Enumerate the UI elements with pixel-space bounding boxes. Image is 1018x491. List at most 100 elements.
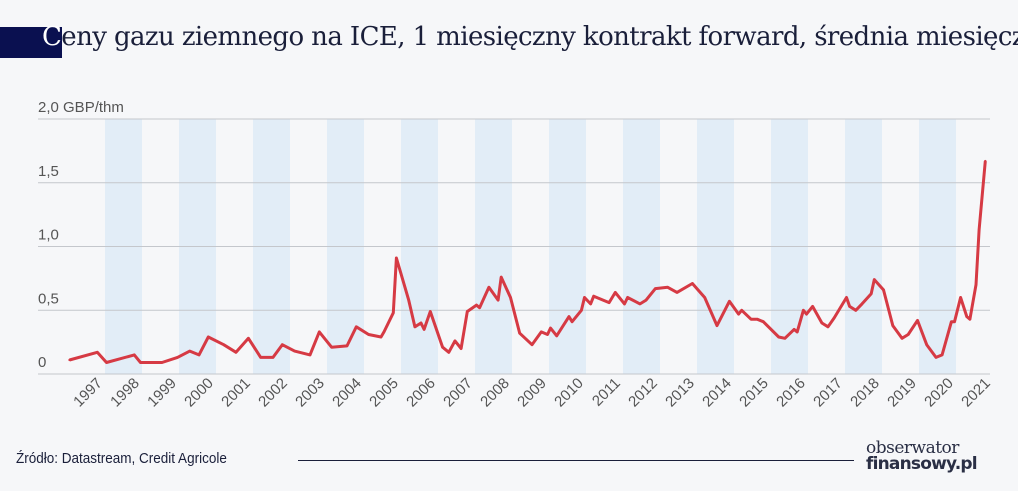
data-point <box>854 309 857 312</box>
data-point <box>478 306 481 309</box>
data-point <box>737 312 740 316</box>
data-point <box>549 326 552 330</box>
data-point <box>570 320 574 323</box>
title-text: eny gazu ziemnego na ICE, 1 miesięczny k… <box>61 22 1018 52</box>
y-tick-label: 0,5 <box>38 290 59 307</box>
data-point <box>860 302 864 306</box>
data-point <box>247 337 250 340</box>
data-point <box>105 361 108 364</box>
data-point <box>392 311 395 314</box>
data-point <box>308 353 312 357</box>
data-point <box>940 353 944 357</box>
data-point <box>638 302 642 306</box>
data-point <box>222 343 225 346</box>
data-point <box>382 330 386 334</box>
data-point <box>546 333 549 336</box>
data-point <box>407 298 410 302</box>
data-point <box>271 356 275 359</box>
data-point <box>614 291 617 294</box>
x-tick-label: 2004 <box>329 375 365 411</box>
data-point <box>654 287 657 290</box>
data-point <box>792 328 796 331</box>
data-point <box>197 353 201 357</box>
data-point <box>429 310 432 313</box>
x-tick-label: 2018 <box>847 375 883 411</box>
data-point <box>762 320 765 323</box>
data-point <box>96 351 99 354</box>
data-point <box>555 334 558 337</box>
data-point <box>133 353 136 357</box>
x-tick-label: 2021 <box>958 375 994 411</box>
x-tick-label: 2001 <box>218 375 254 411</box>
data-point <box>968 317 972 321</box>
data-point <box>580 309 583 312</box>
data-point <box>675 291 679 294</box>
x-tick-label: 2011 <box>589 375 624 410</box>
x-tick-label: 1998 <box>107 375 143 411</box>
data-point <box>833 316 836 320</box>
data-point <box>475 303 478 307</box>
data-point <box>811 305 814 308</box>
data-point <box>441 346 444 349</box>
obserwator-finansowy-logo[interactable]: obserwator finansowy.pl <box>866 440 978 473</box>
data-point <box>395 256 398 260</box>
x-tick-label: 2007 <box>440 375 476 411</box>
data-point <box>826 325 830 329</box>
data-point <box>176 356 179 359</box>
data-point <box>592 295 595 298</box>
data-point <box>845 296 848 299</box>
title-first-letter: C <box>42 22 62 52</box>
x-tick-label: 2006 <box>403 375 439 411</box>
x-tick-label: 2002 <box>255 375 291 411</box>
data-point <box>626 296 629 299</box>
data-point <box>900 337 904 340</box>
footer-divider <box>298 460 854 461</box>
data-point <box>188 349 191 353</box>
data-point <box>977 228 981 232</box>
data-point <box>907 333 910 336</box>
data-point <box>882 288 885 292</box>
data-point <box>796 330 799 334</box>
data-point <box>583 296 586 299</box>
data-point <box>783 337 787 340</box>
x-tick-label: 2014 <box>699 375 735 411</box>
data-point <box>487 286 491 289</box>
data-point <box>139 361 142 364</box>
data-point <box>453 339 457 343</box>
data-point <box>959 296 962 299</box>
data-point <box>419 321 423 325</box>
data-point <box>509 296 512 299</box>
data-point <box>728 300 731 303</box>
data-point <box>281 343 284 346</box>
data-point <box>318 330 321 334</box>
data-point <box>518 332 521 335</box>
data-point <box>925 343 928 346</box>
x-tick-label: 2019 <box>884 375 920 411</box>
source-note: Źródło: Datastream, Credit Agricole <box>16 450 227 467</box>
data-point <box>953 320 956 323</box>
data-point <box>567 315 571 318</box>
data-point <box>540 330 543 334</box>
data-point <box>740 309 743 312</box>
x-tick-label: 2013 <box>662 375 698 411</box>
data-point <box>749 317 753 321</box>
x-tick-label: 2016 <box>773 375 809 411</box>
data-point <box>848 305 851 308</box>
y-tick-label: 0 <box>38 354 46 371</box>
data-point <box>589 302 592 306</box>
data-point <box>916 319 919 322</box>
data-point <box>934 356 938 359</box>
x-tick-label: 2020 <box>921 375 957 411</box>
data-point <box>422 328 426 331</box>
data-point <box>984 159 987 163</box>
y-tick-label: 1,0 <box>38 227 59 244</box>
data-point <box>965 315 968 318</box>
data-point <box>367 333 370 336</box>
data-point <box>530 343 534 346</box>
data-point <box>950 320 953 323</box>
data-point <box>607 301 611 304</box>
data-point <box>259 356 262 359</box>
x-tick-label: 2010 <box>551 375 587 411</box>
data-point <box>447 351 450 354</box>
